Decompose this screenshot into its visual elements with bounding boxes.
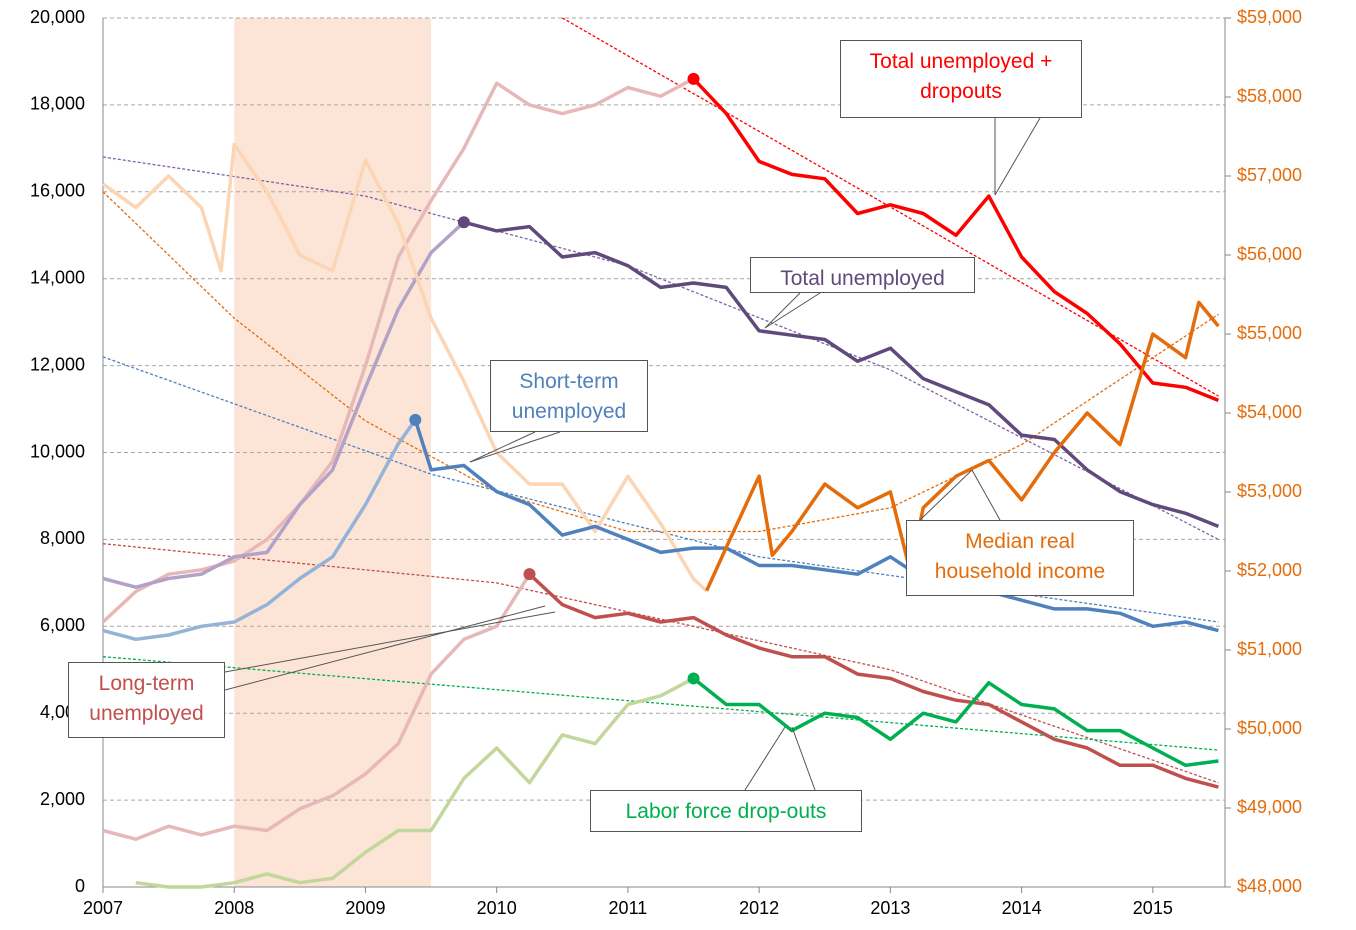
start-marker <box>687 72 700 85</box>
y-tick-label: 6,000 <box>40 615 85 635</box>
callout-pointer <box>971 469 1001 521</box>
series-line <box>705 300 1220 592</box>
callout-pointer <box>224 605 546 691</box>
series-line <box>413 419 1219 633</box>
callout-pointer <box>994 117 1041 196</box>
x-tick-label: 2011 <box>609 898 648 918</box>
series-label: Median real household income <box>906 520 1134 596</box>
x-tick-label: 2013 <box>870 898 910 918</box>
x-tick-label: 2014 <box>1002 898 1042 918</box>
y-tick-label: 14,000 <box>30 267 85 287</box>
y2-tick-label: $58,000 <box>1237 86 1302 106</box>
series-line <box>101 77 695 624</box>
x-tick-label: 2012 <box>739 898 779 918</box>
trend-line <box>102 656 1219 751</box>
start-marker <box>523 568 536 581</box>
series-line <box>135 676 695 889</box>
y-tick-label: 12,000 <box>30 354 85 374</box>
x-tick-label: 2015 <box>1133 898 1173 918</box>
y2-tick-label: $54,000 <box>1237 402 1302 422</box>
start-marker <box>409 413 422 426</box>
series-line <box>102 220 466 589</box>
y2-tick-label: $49,000 <box>1237 797 1302 817</box>
y2-tick-label: $57,000 <box>1237 165 1302 185</box>
y2-tick-label: $50,000 <box>1237 718 1302 738</box>
callout-pointer <box>469 431 561 463</box>
trend-line <box>102 356 1219 623</box>
start-marker <box>687 672 700 685</box>
series-line <box>101 142 708 593</box>
series-label: Short-term unemployed <box>490 360 648 432</box>
trend-line <box>102 543 1219 784</box>
series-line <box>692 77 1220 403</box>
shaded-region <box>234 18 432 887</box>
y2-tick-label: $48,000 <box>1237 876 1302 896</box>
y2-tick-label: $56,000 <box>1237 244 1302 264</box>
y2-tick-label: $52,000 <box>1237 560 1302 580</box>
trend-line <box>102 191 1219 533</box>
y-tick-label: 16,000 <box>30 181 85 201</box>
series-label: Total unemployed <box>750 257 975 293</box>
series-label: Long-term unemployed <box>68 662 225 738</box>
y2-tick-label: $55,000 <box>1237 323 1302 343</box>
y-tick-label: 10,000 <box>30 441 85 461</box>
callout-pointer <box>469 431 536 463</box>
callout-pointer <box>744 726 786 791</box>
series-line <box>463 220 1220 529</box>
series-label: Labor force drop-outs <box>590 790 862 832</box>
series-line <box>102 418 417 642</box>
x-tick-label: 2008 <box>214 898 254 918</box>
series-line <box>102 573 531 841</box>
y-tick-label: 2,000 <box>40 789 85 809</box>
x-tick-label: 2007 <box>83 898 123 918</box>
y2-tick-label: $59,000 <box>1237 7 1302 27</box>
y-tick-label: 20,000 <box>30 7 85 27</box>
callout-pointer <box>224 611 556 673</box>
callout-pointer <box>791 726 816 791</box>
series-line <box>528 572 1219 789</box>
series-label: Total unemployed + dropouts <box>840 40 1082 118</box>
series-line <box>692 677 1219 768</box>
x-tick-label: 2010 <box>477 898 517 918</box>
y-tick-label: 0 <box>75 876 85 896</box>
y-tick-label: 8,000 <box>40 528 85 548</box>
y2-tick-label: $53,000 <box>1237 481 1302 501</box>
callout-pointer <box>919 469 973 521</box>
x-tick-label: 2009 <box>345 898 385 918</box>
y-tick-label: 18,000 <box>30 94 85 114</box>
callout-pointer <box>764 292 821 329</box>
y2-tick-label: $51,000 <box>1237 639 1302 659</box>
start-marker <box>457 216 470 229</box>
callout-pointer <box>764 292 801 329</box>
